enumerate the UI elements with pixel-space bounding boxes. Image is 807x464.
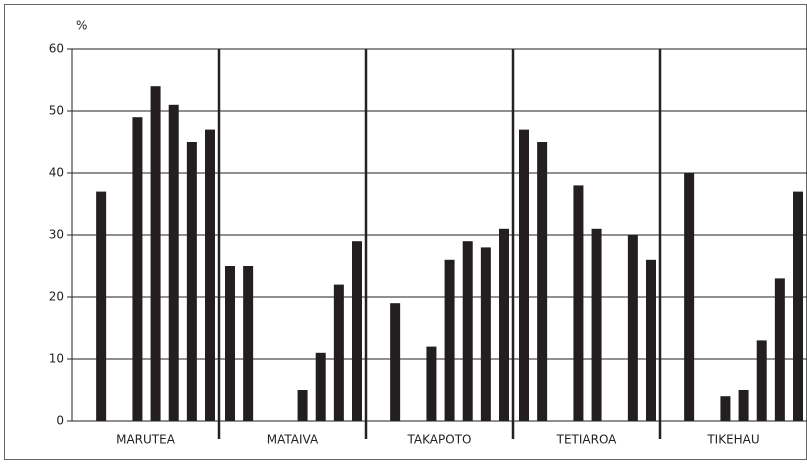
bar <box>168 104 179 422</box>
bar <box>390 303 401 421</box>
y-axis-label: % <box>76 19 87 33</box>
y-tick-label: 40 <box>49 166 64 180</box>
bar <box>333 284 344 421</box>
bar <box>315 352 326 421</box>
bar <box>684 173 695 421</box>
bar <box>573 185 584 421</box>
bar <box>462 241 473 421</box>
bar <box>150 86 161 421</box>
bar <box>627 235 638 421</box>
x-tick-label: TETIAROA <box>556 433 618 447</box>
bar <box>132 117 143 421</box>
x-tick-label: TAKAPOTO <box>407 433 472 447</box>
bar <box>646 259 656 421</box>
bar <box>519 129 529 421</box>
y-tick-label: 50 <box>49 104 64 118</box>
bar <box>499 228 509 421</box>
bar <box>444 259 455 421</box>
bar <box>756 340 767 421</box>
bar <box>225 266 235 421</box>
bar <box>96 191 107 421</box>
bar <box>591 228 602 421</box>
bar <box>480 247 491 421</box>
bar <box>186 142 197 421</box>
bar <box>243 266 254 421</box>
bar <box>426 346 437 421</box>
bar <box>537 142 548 421</box>
bar <box>297 390 308 421</box>
y-tick-label: 10 <box>49 352 64 366</box>
x-tick-label: MATAIVA <box>267 433 319 447</box>
y-tick-label: 0 <box>56 414 64 428</box>
bar <box>738 390 749 421</box>
x-tick-label: TIKEHAU <box>706 433 759 447</box>
y-tick-label: 20 <box>49 290 64 304</box>
bar <box>774 278 785 421</box>
y-tick-label: 60 <box>49 42 64 56</box>
bar <box>793 191 803 421</box>
bar <box>352 241 362 421</box>
x-tick-label: MARUTEA <box>116 433 176 447</box>
y-tick-label: 30 <box>49 228 64 242</box>
bar <box>720 396 731 421</box>
bar <box>205 129 215 421</box>
